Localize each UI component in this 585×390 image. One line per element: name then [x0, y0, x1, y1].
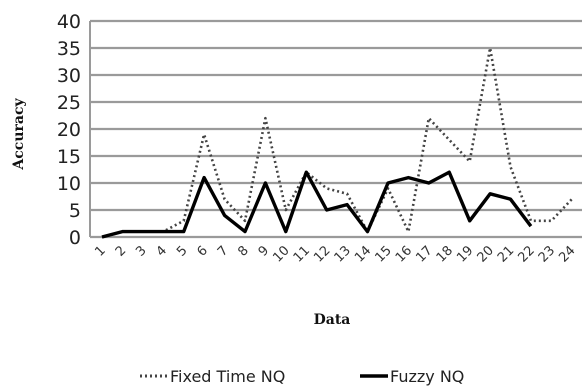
x-tick-label: 24 — [556, 243, 578, 265]
legend-label-fixed-time-nq: Fixed Time NQ — [170, 367, 285, 386]
gridlines — [89, 19, 582, 239]
y-tick-label: 15 — [57, 146, 81, 168]
y-tick-label: 40 — [57, 11, 81, 33]
y-tick-label: 30 — [57, 65, 81, 87]
x-tick-label: 12 — [311, 243, 333, 265]
legend: Fixed Time NQ Fuzzy NQ — [140, 367, 464, 386]
x-tick-label: 14 — [352, 243, 374, 265]
series-line-fuzzy-nq — [101, 170, 533, 239]
x-tick-label: 5 — [174, 243, 190, 259]
x-tick-label: 8 — [235, 243, 251, 259]
x-tick-label: 21 — [495, 243, 517, 265]
x-tick-label: 17 — [413, 243, 435, 265]
x-tick-label: 16 — [393, 243, 415, 265]
x-axis-title: Data — [314, 312, 351, 328]
x-tick-label: 20 — [475, 243, 497, 265]
x-tick-label: 6 — [194, 243, 210, 259]
x-tick-label: 4 — [154, 243, 170, 259]
series-lines — [101, 46, 573, 239]
x-tick-label: 2 — [113, 243, 129, 259]
y-tick-label: 20 — [57, 119, 81, 141]
y-tick-labels: 0 5 10 15 20 25 30 35 40 — [57, 11, 81, 249]
x-tick-label: 23 — [536, 243, 558, 265]
y-tick-label: 25 — [57, 92, 81, 114]
x-tick-label: 10 — [270, 243, 292, 265]
y-tick-label: 35 — [57, 38, 81, 60]
x-tick-label: 7 — [215, 243, 231, 259]
x-tick-label: 15 — [372, 243, 394, 265]
y-axis-title: Accuracy — [11, 98, 27, 171]
x-tick-label: 13 — [332, 243, 354, 265]
y-tick-label: 0 — [69, 227, 81, 249]
x-tick-label: 19 — [454, 243, 476, 265]
y-tick-label: 10 — [57, 173, 81, 195]
x-tick-label: 18 — [434, 243, 456, 265]
x-tick-label: 22 — [515, 243, 537, 265]
legend-label-fuzzy-nq: Fuzzy NQ — [390, 367, 464, 386]
x-tick-label: 9 — [256, 243, 272, 259]
series-line-fixed-time-nq — [101, 46, 573, 239]
x-tick-label: 11 — [291, 243, 313, 265]
x-tick-label: 1 — [92, 243, 108, 259]
y-tick-label: 5 — [69, 200, 81, 222]
x-tick-label: 3 — [133, 243, 149, 259]
